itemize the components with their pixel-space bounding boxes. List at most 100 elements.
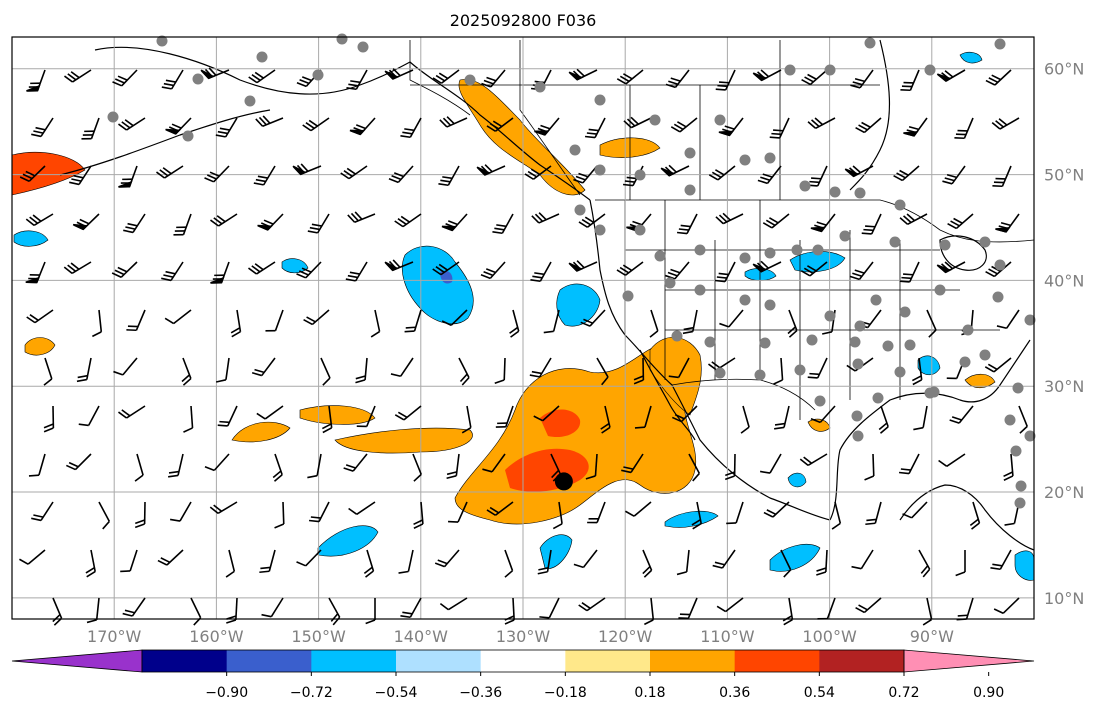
colorbar-tick-label-0: −0.90 (205, 685, 248, 701)
wind-barb (390, 357, 414, 378)
negative-anomaly-yucatan (787, 472, 807, 488)
wind-barb (616, 261, 644, 276)
station-marker (1015, 480, 1027, 492)
colorbar-tick-label-5: 0.18 (634, 685, 665, 701)
station-marker (849, 336, 861, 348)
wind-barb (363, 549, 375, 578)
wind-barb (665, 261, 690, 280)
wind-barb (63, 261, 92, 275)
lon-label-4: 130°W (496, 627, 551, 646)
negative-anomaly-small-1 (281, 258, 309, 274)
station-marker (654, 250, 666, 262)
wind-barb (476, 164, 506, 176)
wind-barb (913, 405, 928, 431)
wind-barb (649, 309, 659, 338)
wind-barb (210, 213, 238, 227)
wind-barb (801, 69, 828, 86)
wind-barb (349, 117, 376, 136)
wind-barb (257, 213, 284, 231)
wind-barb (120, 549, 138, 573)
lon-label-5: 120°W (598, 627, 653, 646)
wind-barb (492, 213, 514, 235)
colorbar-segment-8 (819, 650, 905, 672)
wind-barb (780, 549, 792, 578)
negative-anomaly-south-4 (769, 544, 821, 572)
wind-barb (942, 165, 966, 185)
wind-barb (404, 309, 422, 333)
canada-province-line-1 (519, 40, 581, 196)
center-marker-layer (554, 472, 573, 491)
wind-barb (530, 261, 552, 283)
wind-barb (899, 261, 920, 283)
wind-barb (676, 213, 698, 235)
station-marker (854, 187, 866, 199)
station-marker (962, 324, 974, 336)
wind-barb (394, 405, 422, 421)
negative-anomaly-north (959, 51, 983, 64)
wind-barb (633, 357, 645, 385)
wind-barb (274, 501, 285, 529)
colorbar-tick-label-4: −0.18 (544, 685, 587, 701)
wind-barb (799, 453, 828, 467)
center-marker (554, 472, 573, 491)
wind-barb (524, 165, 552, 180)
wind-barb (394, 213, 422, 228)
wind-barb (122, 597, 146, 617)
station-marker (704, 336, 716, 348)
wind-barb (412, 453, 422, 482)
lon-label-1: 160°W (189, 627, 244, 646)
wind-barb (210, 261, 230, 284)
wind-barb (413, 501, 424, 529)
lat-label-5: 10°N (1044, 589, 1084, 608)
wind-barb (715, 212, 744, 225)
wind-barb (248, 69, 276, 84)
station-marker (894, 199, 906, 211)
wind-barb (865, 501, 882, 526)
wind-barb (365, 598, 376, 625)
wind-barb (539, 597, 560, 619)
wind-barb (678, 597, 698, 620)
alaska-coast (94, 46, 591, 201)
wind-barb (773, 357, 784, 385)
wind-barb (936, 261, 966, 274)
wind-barb (534, 117, 560, 136)
colorbar-extend-high (903, 649, 1035, 673)
station-marker (694, 244, 706, 256)
station-marker (1004, 414, 1016, 426)
wind-barb (850, 69, 874, 89)
wind-barb (810, 405, 836, 424)
station-marker (872, 392, 884, 404)
negative-anomaly-pacific (401, 245, 474, 325)
wind-barb (851, 549, 874, 570)
station-marker (924, 387, 936, 399)
wind-barb (578, 213, 606, 228)
station-marker (569, 144, 581, 156)
station-marker (939, 239, 951, 251)
wind-barb (251, 357, 276, 377)
station-marker (854, 320, 866, 332)
wind-barb (26, 309, 54, 324)
wind-barb (552, 501, 563, 530)
positive-anomaly-core-2 (540, 409, 581, 438)
wind-barb (118, 117, 146, 131)
lat-label-1: 50°N (1044, 166, 1084, 185)
wind-barb (504, 549, 514, 578)
colorbar-tick-labels: −0.90 −0.72 −0.54 −0.36 −0.18 0.18 0.36 0.54 0.7… (205, 672, 1004, 701)
wind-barbs (19, 67, 1028, 626)
wind-barb (787, 309, 798, 338)
stations (107, 33, 1036, 509)
wind-barb (719, 309, 744, 328)
wind-barb (621, 453, 644, 474)
latitude-labels: 60°N 50°N 40°N 30°N 20°N 10°N (1044, 60, 1084, 608)
wind-barb (432, 69, 460, 84)
wind-barb (752, 260, 782, 273)
wind-barb (217, 405, 238, 427)
wind-barb (123, 213, 146, 234)
station-marker (739, 154, 751, 166)
wind-barb (296, 261, 322, 279)
station-marker (754, 369, 766, 381)
lon-label-3: 140°W (394, 627, 449, 646)
station-marker (534, 81, 546, 93)
station-marker (182, 130, 194, 142)
colorbar-segment-7 (734, 650, 820, 672)
